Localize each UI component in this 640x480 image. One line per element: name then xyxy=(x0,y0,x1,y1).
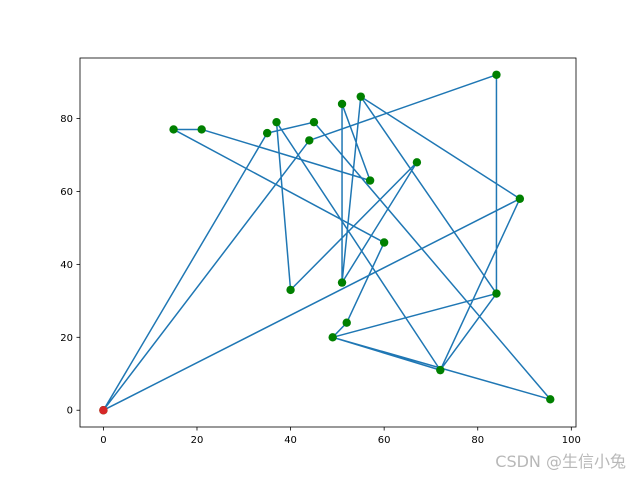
data-point xyxy=(305,136,314,145)
x-tick-label: 80 xyxy=(471,435,484,446)
data-point xyxy=(412,158,422,167)
data-point xyxy=(436,365,445,375)
y-tick-label: 40 xyxy=(60,260,73,271)
y-tick-label: 20 xyxy=(60,333,73,344)
data-point xyxy=(492,289,501,298)
data-point xyxy=(337,99,347,109)
y-tick-label: 0 xyxy=(67,406,73,417)
y-tick-label: 80 xyxy=(60,114,73,125)
y-axis: 0 20 40 60 80 xyxy=(60,114,80,417)
watermark: CSDN @生信小兔 xyxy=(495,452,626,471)
start-point xyxy=(99,406,108,415)
data-point xyxy=(379,238,389,247)
data-point xyxy=(286,285,295,295)
data-point xyxy=(492,70,501,79)
data-point xyxy=(328,333,337,342)
data-point xyxy=(337,278,347,287)
data-point xyxy=(197,125,206,134)
data-point xyxy=(272,117,281,127)
x-axis: 0 20 40 60 80 100 xyxy=(100,427,581,446)
data-point xyxy=(169,125,178,134)
x-tick-label: 0 xyxy=(100,435,106,446)
data-point xyxy=(262,128,272,138)
data-point xyxy=(365,176,375,185)
plot-area xyxy=(79,57,577,428)
data-point xyxy=(342,318,351,327)
x-tick-label: 40 xyxy=(284,435,297,446)
x-tick-label: 60 xyxy=(378,435,391,446)
data-points xyxy=(99,70,555,415)
y-tick-label: 60 xyxy=(60,187,73,198)
series-line xyxy=(102,74,552,411)
x-tick-label: 20 xyxy=(191,435,204,446)
data-point xyxy=(356,92,365,101)
data-point xyxy=(515,194,525,203)
data-point xyxy=(546,395,555,404)
data-point xyxy=(309,117,319,127)
x-tick-label: 100 xyxy=(562,435,581,446)
